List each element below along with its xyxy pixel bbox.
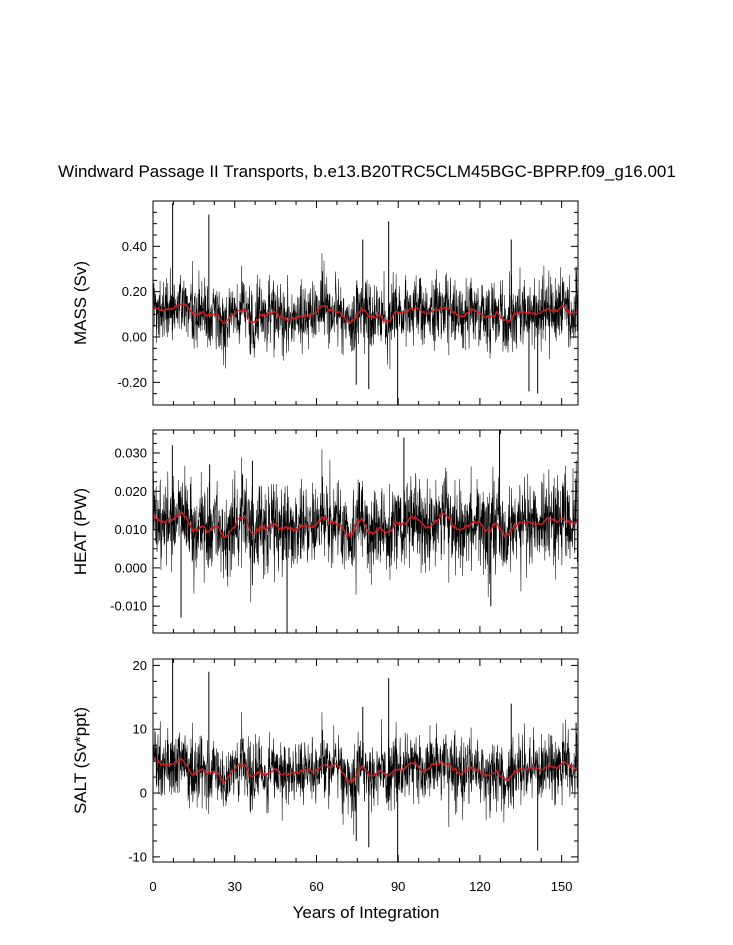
series-raw-mass <box>153 253 578 370</box>
y-tick-label-mass-2: 0.20 <box>122 284 147 299</box>
y-tick-label-heat-3: 0.020 <box>114 484 147 499</box>
y-tick-label-salt-0: -10 <box>128 849 147 864</box>
y-tick-label-heat-2: 0.010 <box>114 522 147 537</box>
y-tick-label-heat-4: 0.030 <box>114 445 147 460</box>
series-mean-mass <box>153 302 578 325</box>
x-tick-label-2: 60 <box>309 879 323 894</box>
series-mean-heat <box>153 510 578 539</box>
y-tick-label-mass-0: -0.20 <box>117 375 147 390</box>
panels-group: -0.20 0.00 0.20 0.40 MASS (Sv) -0.010 0.000 0.0… <box>71 200 579 894</box>
y-axis-label-heat: HEAT (PW) <box>71 488 90 575</box>
y-tick-label-mass-3: 0.40 <box>122 239 147 254</box>
series-mean-salt <box>153 756 578 785</box>
panel-mass: -0.20 0.00 0.20 0.40 MASS (Sv) <box>71 200 579 406</box>
x-tick-label-1: 30 <box>227 879 241 894</box>
x-axis-label: Years of Integration <box>293 903 440 922</box>
x-tick-label-4: 120 <box>469 879 491 894</box>
y-tick-label-salt-3: 20 <box>133 658 147 673</box>
y-tick-label-heat-1: 0.000 <box>114 560 147 575</box>
y-tick-label-mass-1: 0.00 <box>122 330 147 345</box>
y-tick-label-salt-1: 0 <box>140 786 147 801</box>
x-tick-label-0: 0 <box>149 879 156 894</box>
y-tick-label-heat-0: -0.010 <box>110 599 147 614</box>
series-raw-heat <box>153 449 578 603</box>
x-tick-label-5: 150 <box>551 879 573 894</box>
y-axis-label-salt: SALT (Sv*ppt) <box>71 707 90 814</box>
panel-heat: -0.010 0.000 0.010 0.020 0.030 HEAT (PW) <box>71 429 579 634</box>
y-axis-label-mass: MASS (Sv) <box>71 261 90 345</box>
panel-salt: -10 0 10 20 SALT (Sv*ppt) <box>71 658 579 864</box>
x-tick-label-3: 90 <box>391 879 405 894</box>
series-raw-salt <box>153 711 578 835</box>
plot-frame-heat <box>152 429 579 634</box>
chart-title: Windward Passage II Transports, b.e13.B2… <box>58 162 676 181</box>
plot-frame-salt <box>152 658 579 863</box>
y-tick-label-salt-2: 10 <box>133 722 147 737</box>
